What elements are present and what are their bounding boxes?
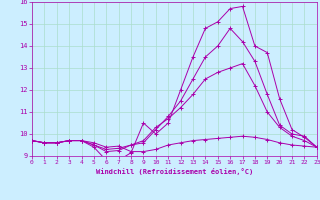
X-axis label: Windchill (Refroidissement éolien,°C): Windchill (Refroidissement éolien,°C) bbox=[96, 168, 253, 175]
